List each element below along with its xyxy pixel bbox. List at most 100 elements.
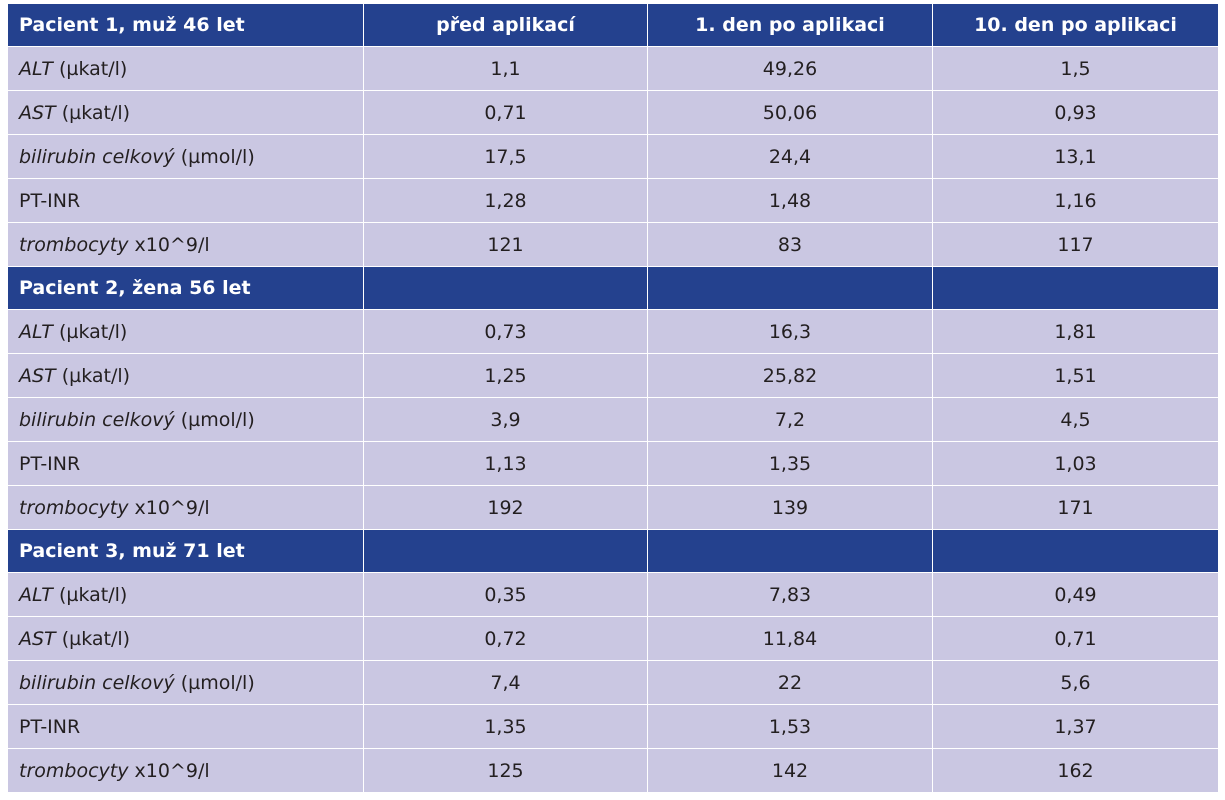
header-empty-cell bbox=[647, 529, 933, 573]
parameter-unit: PT-INR bbox=[19, 189, 81, 212]
table-row: PT-INR 1,13 1,35 1,03 bbox=[7, 441, 1219, 486]
value-cell: 0,71 bbox=[363, 90, 648, 135]
parameter-name: bilirubin celkový bbox=[19, 145, 175, 168]
table-body: Pacient 1, muž 46 let před aplikací 1. den… bbox=[7, 3, 1219, 793]
value-cell: 1,53 bbox=[647, 704, 933, 749]
parameter-label: PT-INR bbox=[7, 178, 364, 223]
parameter-label: PT-INR bbox=[7, 441, 364, 486]
parameter-label: bilirubin celkový (µmol/l) bbox=[7, 397, 364, 442]
table-row: trombocyty x10^9/l 121 83 117 bbox=[7, 222, 1219, 267]
parameter-unit: (µkat/l) bbox=[52, 57, 128, 80]
value-cell: 24,4 bbox=[647, 134, 933, 179]
value-cell: 3,9 bbox=[363, 397, 648, 442]
value-cell: 192 bbox=[363, 485, 648, 530]
table-row: trombocyty x10^9/l 192 139 171 bbox=[7, 485, 1219, 530]
table-row: AST (µkat/l) 1,25 25,82 1,51 bbox=[7, 353, 1219, 398]
value-cell: 125 bbox=[363, 748, 648, 793]
value-cell: 16,3 bbox=[647, 309, 933, 354]
parameter-name: trombocyty bbox=[19, 233, 129, 256]
value-cell: 25,82 bbox=[647, 353, 933, 398]
value-cell: 1,25 bbox=[363, 353, 648, 398]
column-header: 10. den po aplikaci bbox=[932, 3, 1219, 47]
value-cell: 0,71 bbox=[932, 616, 1219, 661]
value-cell: 22 bbox=[647, 660, 933, 705]
patient-title: Pacient 1, muž 46 let bbox=[7, 3, 364, 47]
value-cell: 171 bbox=[932, 485, 1219, 530]
parameter-label: trombocyty x10^9/l bbox=[7, 222, 364, 267]
value-cell: 17,5 bbox=[363, 134, 648, 179]
table-row: PT-INR 1,28 1,48 1,16 bbox=[7, 178, 1219, 223]
value-cell: 117 bbox=[932, 222, 1219, 267]
parameter-unit: (µkat/l) bbox=[52, 583, 128, 606]
parameter-unit: x10^9/l bbox=[128, 496, 210, 519]
table-row: AST (µkat/l) 0,72 11,84 0,71 bbox=[7, 616, 1219, 661]
patient-title: Pacient 2, žena 56 let bbox=[7, 266, 364, 310]
parameter-label: ALT (µkat/l) bbox=[7, 46, 364, 91]
value-cell: 50,06 bbox=[647, 90, 933, 135]
parameter-unit: x10^9/l bbox=[128, 233, 210, 256]
parameter-name: bilirubin celkový bbox=[19, 408, 175, 431]
parameter-name: trombocyty bbox=[19, 759, 129, 782]
value-cell: 0,93 bbox=[932, 90, 1219, 135]
value-cell: 7,4 bbox=[363, 660, 648, 705]
parameter-label: AST (µkat/l) bbox=[7, 616, 364, 661]
value-cell: 0,72 bbox=[363, 616, 648, 661]
parameter-label: ALT (µkat/l) bbox=[7, 309, 364, 354]
table-row: ALT (µkat/l) 1,1 49,26 1,5 bbox=[7, 46, 1219, 91]
value-cell: 1,16 bbox=[932, 178, 1219, 223]
lab-results-table-container: Pacient 1, muž 46 let před aplikací 1. den… bbox=[7, 3, 1219, 793]
parameter-label: trombocyty x10^9/l bbox=[7, 748, 364, 793]
value-cell: 142 bbox=[647, 748, 933, 793]
value-cell: 13,1 bbox=[932, 134, 1219, 179]
parameter-unit: (µkat/l) bbox=[55, 364, 131, 387]
parameter-unit: PT-INR bbox=[19, 452, 81, 475]
table-row: PT-INR 1,35 1,53 1,37 bbox=[7, 704, 1219, 749]
parameter-name: trombocyty bbox=[19, 496, 129, 519]
parameter-label: AST (µkat/l) bbox=[7, 353, 364, 398]
value-cell: 139 bbox=[647, 485, 933, 530]
parameter-unit: (µmol/l) bbox=[174, 671, 255, 694]
column-header: před aplikací bbox=[363, 3, 648, 47]
column-header: 1. den po aplikaci bbox=[647, 3, 933, 47]
patient-header-row: Pacient 3, muž 71 let bbox=[7, 529, 1219, 573]
parameter-label: PT-INR bbox=[7, 704, 364, 749]
parameter-name: AST bbox=[19, 101, 56, 124]
table-row: AST (µkat/l) 0,71 50,06 0,93 bbox=[7, 90, 1219, 135]
parameter-unit: (µkat/l) bbox=[55, 627, 131, 650]
parameter-name: AST bbox=[19, 627, 56, 650]
table-row: ALT (µkat/l) 0,35 7,83 0,49 bbox=[7, 572, 1219, 617]
value-cell: 0,49 bbox=[932, 572, 1219, 617]
parameter-unit: (µmol/l) bbox=[174, 408, 255, 431]
table-row: bilirubin celkový (µmol/l) 3,9 7,2 4,5 bbox=[7, 397, 1219, 442]
value-cell: 1,51 bbox=[932, 353, 1219, 398]
value-cell: 1,03 bbox=[932, 441, 1219, 486]
table-row: trombocyty x10^9/l 125 142 162 bbox=[7, 748, 1219, 793]
patient-header-row: Pacient 1, muž 46 let před aplikací 1. den… bbox=[7, 3, 1219, 47]
table-row: bilirubin celkový (µmol/l) 17,5 24,4 13,1 bbox=[7, 134, 1219, 179]
parameter-label: ALT (µkat/l) bbox=[7, 572, 364, 617]
value-cell: 121 bbox=[363, 222, 648, 267]
value-cell: 1,37 bbox=[932, 704, 1219, 749]
patient-header-row: Pacient 2, žena 56 let bbox=[7, 266, 1219, 310]
value-cell: 4,5 bbox=[932, 397, 1219, 442]
value-cell: 1,81 bbox=[932, 309, 1219, 354]
value-cell: 7,2 bbox=[647, 397, 933, 442]
value-cell: 0,35 bbox=[363, 572, 648, 617]
value-cell: 11,84 bbox=[647, 616, 933, 661]
value-cell: 83 bbox=[647, 222, 933, 267]
value-cell: 1,35 bbox=[647, 441, 933, 486]
parameter-label: bilirubin celkový (µmol/l) bbox=[7, 134, 364, 179]
value-cell: 49,26 bbox=[647, 46, 933, 91]
lab-results-table: Pacient 1, muž 46 let před aplikací 1. den… bbox=[7, 3, 1219, 793]
value-cell: 5,6 bbox=[932, 660, 1219, 705]
value-cell: 162 bbox=[932, 748, 1219, 793]
header-empty-cell bbox=[932, 529, 1219, 573]
parameter-unit: PT-INR bbox=[19, 715, 81, 738]
table-row: ALT (µkat/l) 0,73 16,3 1,81 bbox=[7, 309, 1219, 354]
parameter-name: ALT bbox=[19, 583, 53, 606]
parameter-label: bilirubin celkový (µmol/l) bbox=[7, 660, 364, 705]
header-empty-cell bbox=[363, 529, 648, 573]
parameter-name: AST bbox=[19, 364, 56, 387]
value-cell: 7,83 bbox=[647, 572, 933, 617]
value-cell: 1,48 bbox=[647, 178, 933, 223]
